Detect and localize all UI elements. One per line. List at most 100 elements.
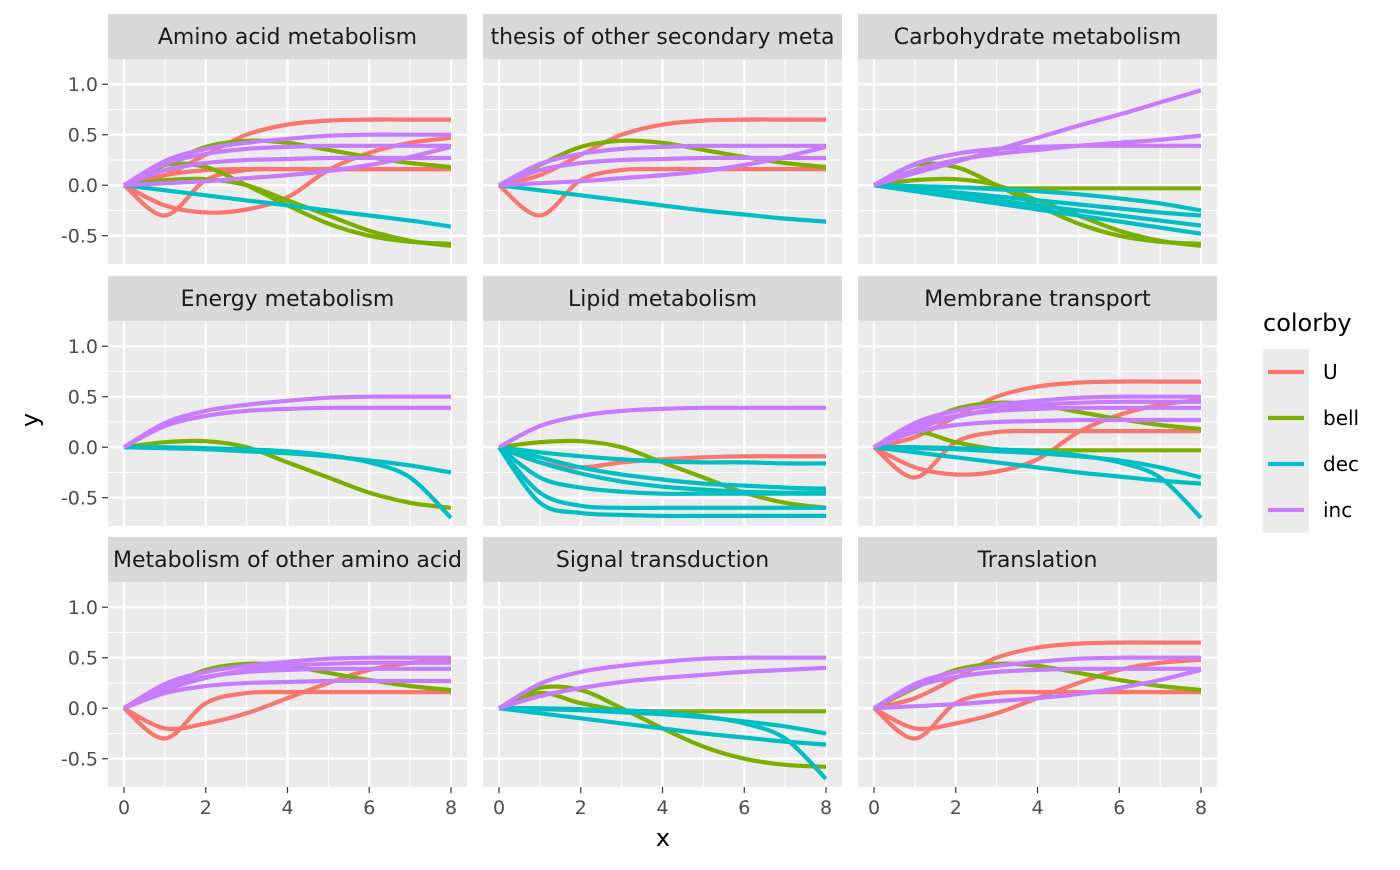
series-line-inc	[873, 399, 1201, 450]
legend-title: colorby	[1263, 309, 1352, 337]
series-line-dec	[873, 183, 1202, 213]
series-line-dec	[123, 183, 452, 229]
facet-title: Amino acid metabolism	[158, 25, 417, 50]
facet-title: Energy metabolism	[181, 287, 395, 312]
facet-title: Metabolism of other amino acid	[113, 548, 462, 573]
y-tick-label: -0.5	[61, 226, 98, 248]
series-line-inc	[498, 405, 826, 450]
y-tick-label: 0.5	[68, 387, 98, 409]
x-tick-label: 6	[738, 797, 750, 819]
facet-panel: Translation 0 2 4 6 8	[858, 537, 1217, 819]
x-tick-label: 4	[656, 797, 668, 819]
y-tick-label: -0.5	[61, 488, 98, 510]
series-line-dec	[123, 445, 453, 520]
x-axis-title: x	[656, 824, 670, 852]
series-line-inc	[498, 143, 826, 188]
series-line-dec	[498, 706, 827, 736]
y-tick-label: -0.5	[61, 749, 98, 771]
series-line-bell	[123, 176, 452, 248]
series-line-U	[872, 428, 1201, 480]
facet-panel: Amino acid metabolism 1.0 0.5 0.0 -0.5	[61, 14, 467, 264]
series-line-dec	[498, 445, 827, 491]
legend-label: dec	[1323, 452, 1359, 476]
series-line-U	[498, 117, 826, 188]
series-line-dec	[873, 445, 1202, 486]
y-axis-title: y	[16, 413, 44, 427]
series-line-inc	[123, 143, 451, 188]
x-tick-label: 6	[1113, 797, 1125, 819]
y-tick-label: 1.0	[68, 597, 98, 619]
facet-panel: Lipid metabolism	[483, 276, 842, 526]
x-tick-label: 8	[820, 797, 832, 819]
series-line-dec	[498, 445, 827, 495]
facet-panel: Energy metabolism 1.0 0.5 0.0 -0.5	[61, 276, 467, 526]
y-tick-label: 1.0	[68, 74, 98, 96]
series-line-dec	[873, 445, 1202, 480]
facet-title: Translation	[977, 548, 1098, 573]
series-line-inc	[123, 660, 451, 711]
series-line-dec	[498, 445, 827, 466]
legend-label: bell	[1323, 406, 1359, 430]
facet-panel: Membrane transport	[858, 276, 1217, 526]
series-line-inc	[123, 666, 451, 711]
series-line-inc	[872, 655, 1201, 711]
series-line-U	[872, 689, 1201, 741]
series-line-inc	[123, 144, 452, 188]
series-line-inc	[498, 144, 827, 188]
facet-strip	[858, 276, 1217, 321]
x-tick-label: 6	[363, 797, 375, 819]
series-line-dec	[498, 183, 827, 224]
facet-panel: Metabolism of other amino acid 1.0 0.5 0.0 -…	[61, 537, 467, 819]
series-line-dec	[497, 445, 826, 511]
series-line-U	[873, 640, 1201, 711]
x-tick-label: 2	[575, 797, 587, 819]
facet-strip	[483, 14, 842, 59]
x-tick-label: 0	[868, 797, 880, 819]
series-line-inc	[123, 678, 451, 711]
series-line-dec	[873, 183, 1202, 236]
series-line-U	[122, 166, 451, 218]
x-tick-label: 4	[1031, 797, 1043, 819]
series-line-inc	[873, 666, 1201, 711]
x-tick-label: 2	[950, 797, 962, 819]
legend-label: U	[1323, 360, 1338, 384]
series-line-inc	[873, 88, 1202, 188]
series-line-U	[122, 689, 451, 741]
series-line-inc	[873, 417, 1201, 450]
facet-panel: Carbohydrate metabolism	[858, 14, 1217, 264]
facet-strip	[483, 276, 842, 321]
legend-label: inc	[1323, 498, 1352, 522]
y-tick-label: 0.5	[68, 125, 98, 147]
facet-strip	[108, 537, 467, 582]
facet-strip	[858, 537, 1217, 582]
series-line-inc	[873, 405, 1201, 450]
series-line-inc	[122, 394, 451, 450]
series-line-inc	[873, 143, 1201, 188]
series-line-U	[497, 166, 826, 218]
facet-strip	[483, 537, 842, 582]
y-tick-label: 0.0	[68, 698, 98, 720]
x-tick-label: 0	[493, 797, 505, 819]
series-line-inc	[498, 665, 827, 711]
y-tick-label: 0.0	[68, 175, 98, 197]
y-tick-label: 0.5	[68, 648, 98, 670]
facet-strip	[108, 14, 467, 59]
x-tick-label: 0	[118, 797, 130, 819]
facet-strip	[108, 276, 467, 321]
series-line-inc	[873, 133, 1202, 188]
series-line-inc	[123, 405, 451, 450]
facet-strip	[858, 14, 1217, 59]
series-line-U	[123, 117, 451, 188]
facet-title: Membrane transport	[924, 287, 1151, 312]
y-tick-label: 0.0	[68, 437, 98, 459]
facet-title: Carbohydrate metabolism	[894, 25, 1182, 50]
series-line-inc	[873, 667, 1202, 711]
y-tick-label: 1.0	[68, 336, 98, 358]
facet-panel: Signal transduction 0 2 4 6 8	[483, 537, 842, 819]
series-line-inc	[497, 655, 826, 711]
series-line-inc	[122, 132, 451, 188]
series-line-bell	[123, 438, 452, 510]
